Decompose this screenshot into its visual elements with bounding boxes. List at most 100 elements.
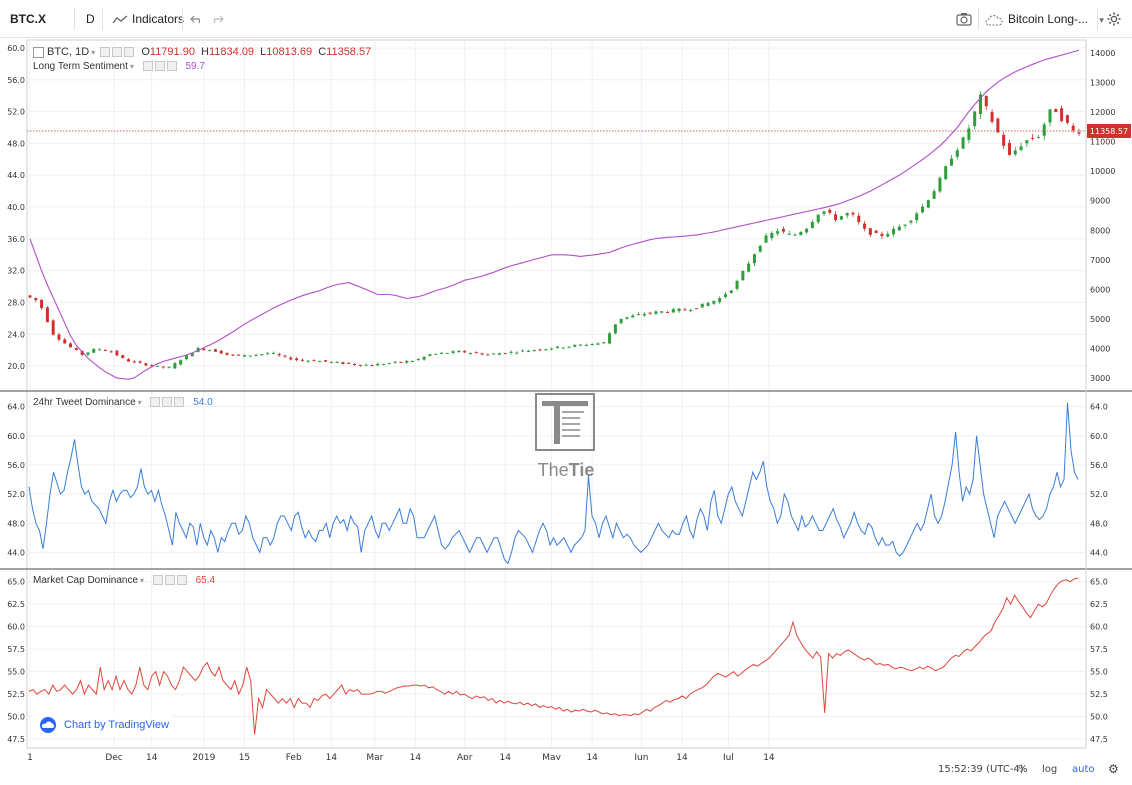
x-axis-tick-label: Jul <box>722 753 734 760</box>
candle-body <box>411 361 415 363</box>
thetie-logo-icon <box>535 393 595 451</box>
close-icon[interactable] <box>124 47 135 58</box>
log-toggle[interactable]: log <box>1042 764 1058 775</box>
right-axis-tick-label: 9000 <box>1090 197 1110 206</box>
candle-body <box>863 223 867 229</box>
settings-icon[interactable] <box>154 61 165 72</box>
tweet-name: 24hr Tweet Dominance <box>33 397 136 408</box>
gear-icon[interactable] <box>1104 9 1124 29</box>
settings-icon[interactable] <box>162 397 173 408</box>
candle-body <box>266 353 270 355</box>
settings-icon[interactable] <box>164 575 175 586</box>
chart-canvas[interactable]: 1 Dec 14 2019 15 Feb 14 Mar 14 Apr 14 May 14 Jun 14 Jul… <box>0 38 1132 760</box>
candle-body <box>341 362 345 364</box>
candle-body <box>961 137 965 149</box>
candle-body <box>248 355 252 357</box>
sentiment-legend: Long Term Sentiment ▾ 59.7 <box>33 60 205 73</box>
candle-body <box>839 216 843 220</box>
candle-body <box>40 299 44 309</box>
candle-body <box>590 344 594 346</box>
visibility-icon[interactable] <box>152 575 163 586</box>
legend-collapse-icon[interactable] <box>33 46 44 58</box>
candle-body <box>271 352 275 354</box>
candle-body <box>660 311 664 313</box>
candle-body <box>492 353 496 355</box>
right-axis-tick-label: 10000 <box>1090 167 1115 176</box>
camera-icon[interactable] <box>954 9 974 29</box>
x-axis-tick-label: Jun <box>633 753 648 760</box>
candle-body <box>602 342 606 344</box>
x-axis-tick-label: 14 <box>763 753 775 760</box>
candle-body <box>909 220 913 223</box>
candle-body <box>445 352 449 354</box>
candle-body <box>683 309 687 311</box>
low-label: L <box>260 46 267 58</box>
candle-body <box>208 350 212 352</box>
candle-body <box>741 270 745 281</box>
candle-body <box>167 367 171 369</box>
candle-body <box>944 166 948 180</box>
chevron-down-icon[interactable]: ▾ <box>129 62 134 71</box>
candle-body <box>996 118 1000 133</box>
settings-icon[interactable] <box>112 47 123 58</box>
candle-body <box>370 365 374 367</box>
candle-body <box>921 206 925 213</box>
candle-body <box>694 308 698 310</box>
indicators-button[interactable]: Indicators <box>112 9 184 29</box>
gear-icon[interactable]: ⚙ <box>1108 762 1119 776</box>
visibility-icon[interactable] <box>100 47 111 58</box>
close-icon[interactable] <box>176 575 187 586</box>
candle-body <box>561 347 565 349</box>
left-axis-tick-label: 65.0 <box>7 578 25 587</box>
candle-body <box>550 348 554 350</box>
visibility-icon[interactable] <box>142 61 153 72</box>
layout-selector[interactable]: Bitcoin Long-... ▾ <box>984 9 1104 30</box>
x-axis-tick-label: 14 <box>326 753 338 760</box>
left-axis-tick-label: 56.0 <box>7 461 25 470</box>
candle-body <box>254 354 258 356</box>
candle-body <box>770 233 774 239</box>
candle-body <box>422 356 426 360</box>
mcap-name: Market Cap Dominance <box>33 575 139 586</box>
candle-body <box>34 297 38 301</box>
candle-body <box>671 309 675 313</box>
left-axis-tick-label: 28.0 <box>7 299 25 308</box>
candle-body <box>637 314 641 316</box>
candle-body <box>405 360 409 363</box>
close-icon[interactable] <box>166 61 177 72</box>
visibility-icon[interactable] <box>150 397 161 408</box>
chevron-down-icon[interactable]: ▾ <box>137 398 142 407</box>
interval-button[interactable]: D <box>86 12 95 26</box>
candle-body <box>57 334 61 340</box>
top-toolbar: BTC.X D Indicators Bitcoin Long-... ▾ <box>0 0 1132 38</box>
x-axis-tick-label: Dec <box>105 753 122 760</box>
candle-body <box>457 350 461 353</box>
chevron-down-icon[interactable]: ▾ <box>140 576 145 585</box>
percent-toggle[interactable]: % <box>1018 764 1028 775</box>
right-axis-tick-label: 56.0 <box>1090 461 1108 470</box>
candle-body <box>793 234 797 236</box>
candle-body <box>63 339 67 344</box>
candle-body <box>190 353 194 357</box>
candle-body <box>978 94 982 115</box>
candle-body <box>1054 108 1058 113</box>
right-axis-tick-label: 48.0 <box>1090 519 1108 528</box>
candle-body <box>358 364 362 366</box>
tradingview-badge[interactable]: Chart by TradingView <box>34 714 173 736</box>
close-icon[interactable] <box>174 397 185 408</box>
undo-icon[interactable] <box>187 9 207 29</box>
high-value: 11834.09 <box>208 46 255 58</box>
chevron-down-icon[interactable]: ▾ <box>91 48 96 57</box>
redo-icon[interactable] <box>207 9 227 29</box>
symbol-search[interactable]: BTC.X <box>10 12 46 26</box>
candle-body <box>613 324 617 334</box>
candle-body <box>526 350 530 352</box>
candle-body <box>631 315 635 318</box>
left-axis-tick-label: 47.5 <box>7 735 25 744</box>
right-axis-tick-label: 55.0 <box>1090 668 1108 677</box>
candle-body <box>544 349 548 351</box>
watermark-text: TheTie <box>534 460 598 481</box>
chevron-down-icon: ▾ <box>1099 15 1104 25</box>
auto-toggle[interactable]: auto <box>1072 764 1095 775</box>
candle-body <box>648 312 652 314</box>
